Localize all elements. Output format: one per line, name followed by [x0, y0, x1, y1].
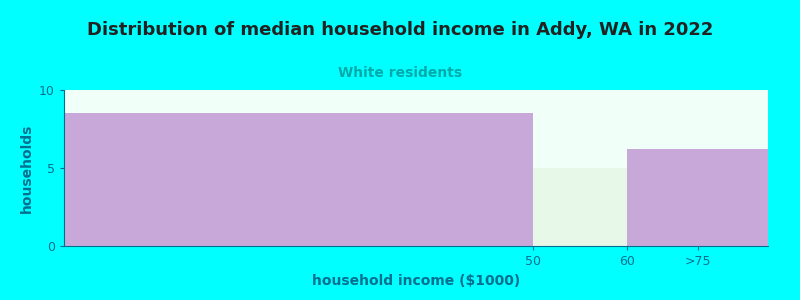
Bar: [534, 168, 627, 246]
Text: White residents: White residents: [338, 66, 462, 80]
Bar: [627, 149, 768, 246]
Text: Distribution of median household income in Addy, WA in 2022: Distribution of median household income …: [87, 21, 713, 39]
Bar: [64, 113, 534, 246]
Y-axis label: households: households: [19, 123, 34, 213]
X-axis label: household income ($1000): household income ($1000): [312, 274, 520, 288]
